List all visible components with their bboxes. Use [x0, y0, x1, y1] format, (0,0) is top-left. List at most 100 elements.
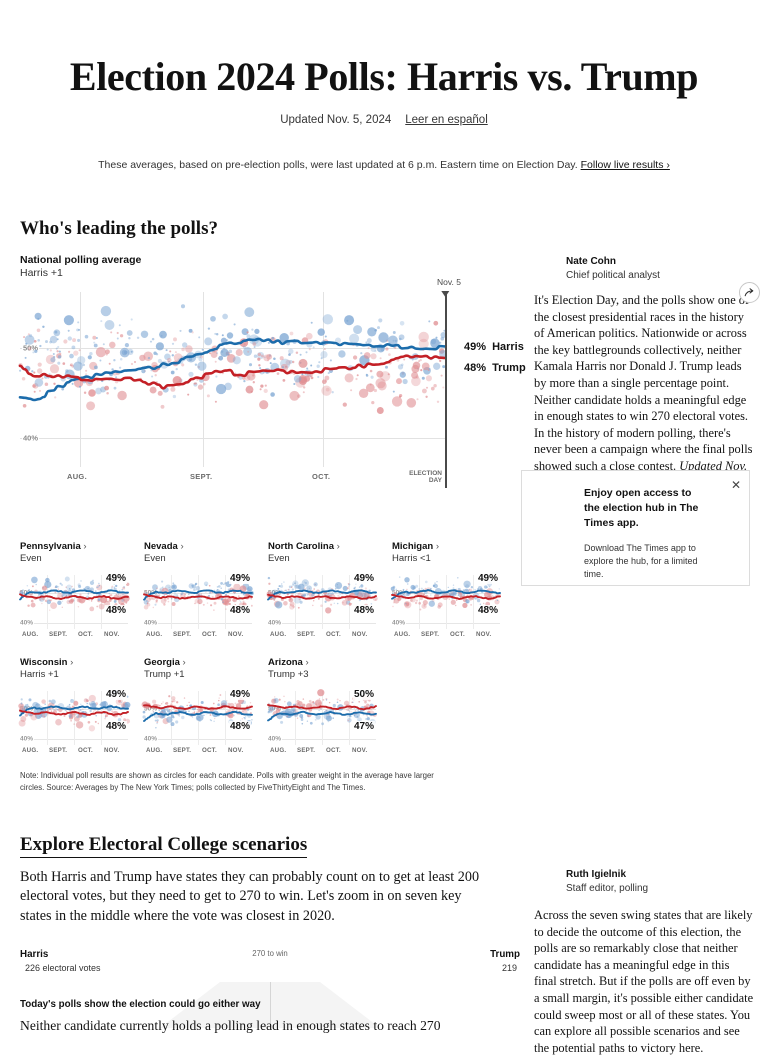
- section-title-electoral: Explore Electoral College scenarios: [20, 834, 308, 858]
- chevron-right-icon: ›: [182, 657, 186, 668]
- ec-harris-label: Harris: [20, 948, 49, 960]
- state-status: Even: [144, 553, 166, 564]
- state-name: Wisconsin ›: [20, 657, 74, 668]
- state-mini-chart[interactable]: 50%40%AUG.SEPT.OCT.NOV.49%48%: [18, 687, 131, 759]
- state-card-nevada[interactable]: Nevada › Even 50% 40% AUG. SEPT. OCT. NOV. 49% 48…: [143, 541, 268, 643]
- chevron-right-icon: ›: [305, 657, 309, 668]
- x-tick-aug: AUG.: [67, 472, 87, 481]
- mini-y-tick-40: 40%: [20, 619, 35, 627]
- mini-x-tick-oct: OCT.: [450, 631, 465, 638]
- analyst-body: It's Election Day, and the polls show on…: [534, 292, 754, 491]
- share-arrow-icon[interactable]: [739, 282, 760, 303]
- y-tick-40: 40%: [22, 433, 40, 443]
- chevron-right-icon: ›: [435, 541, 439, 552]
- state-mini-chart[interactable]: 50%40%AUG.SEPT.OCT.NOV.49%48%: [390, 571, 502, 643]
- state-bottom-pct: 48%: [228, 605, 251, 616]
- gridline-50: [20, 348, 445, 349]
- ec-center-divider: [270, 981, 271, 1028]
- standfirst-text: These averages, based on pre-election po…: [98, 159, 581, 172]
- mini-x-tick-sept: SEPT.: [49, 747, 68, 754]
- electoral-college-section: Explore Electoral College scenarios Both…: [20, 834, 520, 1028]
- ec-harris-votes: 226 electoral votes: [25, 962, 101, 973]
- trump-end-name: Trump: [492, 362, 526, 374]
- promo-title: Enjoy open access to the election hub in…: [584, 487, 699, 530]
- state-name: Georgia ›: [144, 657, 186, 668]
- mini-monthline-3: [473, 575, 474, 629]
- state-mini-chart[interactable]: 50%40%AUG.SEPT.OCT.NOV.49%48%: [19, 571, 130, 643]
- mini-y-tick-50: 50%: [144, 705, 159, 713]
- mini-y-tick-40: 40%: [144, 619, 159, 627]
- byline-meta: Updated Nov. 5, 2024 Leer en español: [0, 114, 768, 126]
- mini-x-tick-aug: AUG.: [22, 631, 39, 638]
- state-card-north-carolina[interactable]: North Carolina › Even 50% 40% AUG. SEPT. OCT. N…: [266, 541, 392, 643]
- gridline-40: [20, 438, 445, 439]
- state-top-pct: 49%: [104, 573, 127, 584]
- analyst-note-igielnik: Ruth Igielnik Staff editor, polling Acro…: [534, 869, 754, 1056]
- state-bottom-pct: 48%: [228, 721, 251, 732]
- chevron-right-icon: ›: [336, 541, 340, 552]
- state-top-pct: 49%: [352, 573, 375, 584]
- state-row: Wisconsin › Harris +1 50% 40% AUG. SEPT. OCT. N…: [18, 657, 520, 759]
- mini-x-tick-nov: NOV.: [228, 747, 244, 754]
- app-promo-card[interactable]: Enjoy open access to the election hub in…: [521, 470, 750, 586]
- mini-x-tick-aug: AUG.: [394, 631, 411, 638]
- mini-x-tick-oct: OCT.: [78, 631, 93, 638]
- mini-x-tick-sept: SEPT.: [297, 747, 316, 754]
- mini-monthline-2: [446, 575, 447, 629]
- state-bottom-pct: 48%: [104, 721, 127, 732]
- page-root: Election 2024 Polls: Harris vs. Trump Up…: [0, 55, 768, 1055]
- national-polling-chart[interactable]: 50% 40% AUG. SEPT. OCT. Nov. 5 ELECTION D…: [18, 277, 526, 497]
- state-mini-chart[interactable]: 50%40%AUG.SEPT.OCT.NOV.49%48%: [141, 687, 254, 759]
- spanish-version-link[interactable]: Leer en español: [405, 114, 488, 127]
- state-charts-grid: Pennsylvania › Even 50% 40% AUG. SEPT. OCT. NOV…: [18, 541, 520, 759]
- mini-y-tick-40: 40%: [20, 735, 35, 743]
- mini-monthline-1: [295, 691, 296, 745]
- section-title-polls: Who's leading the polls?: [20, 218, 218, 239]
- harris-end-label: 49% Harris: [464, 341, 524, 353]
- chart-plot-area: 50% 40% AUG. SEPT. OCT.: [18, 292, 447, 481]
- mini-x-tick-sept: SEPT.: [173, 747, 192, 754]
- state-card-pennsylvania[interactable]: Pennsylvania › Even 50% 40% AUG. SEPT. OCT. NOV…: [19, 541, 144, 643]
- follow-live-results-link[interactable]: Follow live results ›: [580, 159, 670, 172]
- election-day-label: ELECTION DAY: [409, 470, 442, 485]
- mini-monthline-3: [225, 691, 226, 745]
- polling-average-lines: [18, 337, 447, 402]
- ec-trump-votes: 219: [501, 962, 517, 973]
- mini-monthline-3: [101, 691, 102, 745]
- electoral-vote-bar[interactable]: Harris 226 electoral votes 270 to win Tr…: [20, 948, 520, 1028]
- state-chart-dots: [143, 577, 254, 611]
- state-status: Even: [268, 553, 290, 564]
- state-mini-chart[interactable]: 50%40%AUG.SEPT.OCT.NOV.49%48%: [143, 571, 254, 643]
- mini-x-tick-aug: AUG.: [22, 747, 39, 754]
- state-bottom-pct: 48%: [104, 605, 127, 616]
- mini-monthline-1: [47, 691, 48, 745]
- bottom-title: Today's polls show the election could go…: [20, 999, 261, 1010]
- harris-end-pct: 49%: [464, 341, 487, 353]
- close-icon[interactable]: ✕: [730, 478, 741, 492]
- bottom-body: Neither candidate currently holds a poll…: [20, 1018, 441, 1033]
- state-top-pct: 49%: [476, 573, 499, 584]
- state-name: Pennsylvania ›: [20, 541, 87, 552]
- analyst-body-text: It's Election Day, and the polls show on…: [534, 293, 753, 474]
- national-chart-section: Who's leading the polls? National pollin…: [18, 218, 526, 497]
- mini-monthline-1: [171, 575, 172, 629]
- state-row: Pennsylvania › Even 50% 40% AUG. SEPT. OCT. NOV…: [19, 541, 520, 643]
- mini-x-tick-nov: NOV.: [476, 631, 492, 638]
- mini-x-tick-sept: SEPT.: [421, 631, 440, 638]
- state-chart-dots: [267, 689, 377, 726]
- mini-x-tick-oct: OCT.: [326, 747, 341, 754]
- state-mini-chart[interactable]: 50% 40% AUG. SEPT. OCT. NOV. 50% 47%: [267, 687, 378, 759]
- state-card-georgia[interactable]: Georgia › Trump +1 50% 40% AUG. SEPT. OCT. NOV.…: [141, 657, 268, 759]
- state-name: Nevada ›: [144, 541, 184, 552]
- state-card-arizona[interactable]: Arizona › Trump +3 50% 40% AUG. SEPT. OCT. NOV.…: [267, 657, 392, 759]
- state-mini-chart[interactable]: 50%40%AUG.SEPT.OCT.NOV.49%48%: [266, 571, 378, 643]
- mini-x-tick-aug: AUG.: [146, 631, 163, 638]
- mini-y-tick-40: 40%: [268, 619, 283, 627]
- x-tick-oct: OCT.: [312, 472, 331, 481]
- state-card-michigan[interactable]: Michigan ›Harris <150%40%AUG.SEPT.OCT.NO…: [390, 541, 516, 643]
- mini-x-tick-nov: NOV.: [104, 747, 120, 754]
- state-card-wisconsin[interactable]: Wisconsin › Harris +1 50% 40% AUG. SEPT. OCT. N…: [18, 657, 144, 759]
- analyst2-name: Ruth Igielnik: [566, 869, 626, 880]
- mini-x-tick-oct: OCT.: [78, 747, 93, 754]
- mini-x-tick-nov: NOV.: [104, 631, 120, 638]
